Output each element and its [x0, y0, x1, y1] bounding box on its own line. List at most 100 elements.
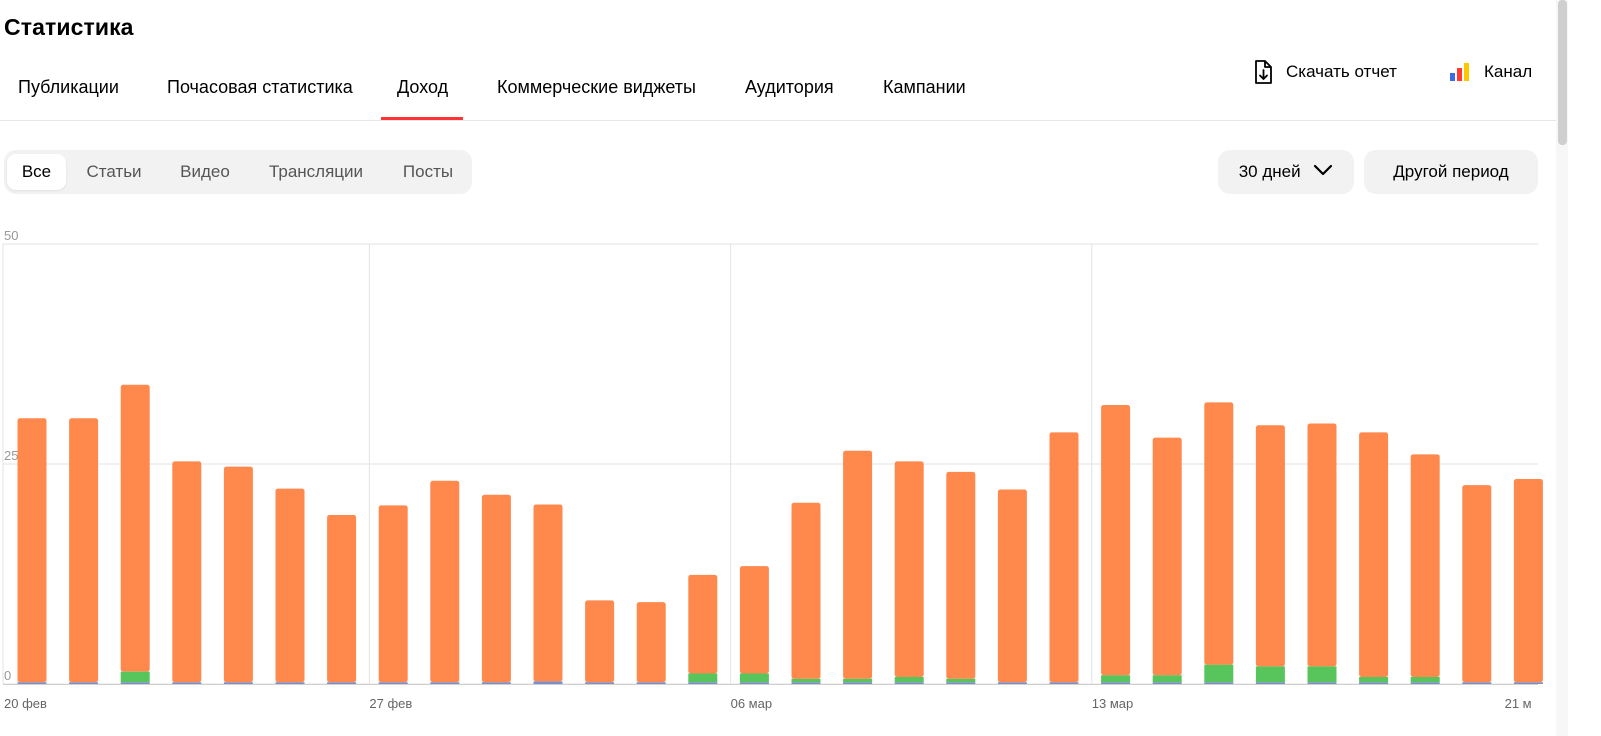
bar-segment — [946, 471, 976, 679]
bar-segment — [946, 682, 976, 684]
income-chart: 0 25 50 20 фев 27 фев 06 мар 13 мар 21 м — [2, 228, 1543, 711]
other-period-button[interactable]: Другой период — [1364, 150, 1538, 194]
bar-segment — [1101, 682, 1131, 684]
y-tick-label: 0 — [4, 668, 11, 683]
bar-segment — [997, 489, 1027, 683]
bar-segment — [1462, 485, 1492, 683]
tab-commercial-widgets[interactable]: Коммерческие виджеты — [497, 77, 696, 97]
stats-tabs: Публикации Почасовая статистика Доход Ко… — [0, 70, 1568, 120]
bar-segment — [1255, 682, 1285, 684]
filter-video[interactable]: Видео — [180, 162, 230, 181]
bar-segment — [378, 682, 408, 684]
channel-button[interactable]: Канал — [1448, 58, 1532, 86]
content-type-filter: Все Статьи Видео Трансляции Посты — [4, 150, 472, 194]
bar-segment — [17, 682, 47, 684]
bar-segment — [843, 682, 873, 684]
bar-segment — [430, 682, 460, 684]
tab-publications[interactable]: Публикации — [18, 77, 119, 97]
bar-segment — [1204, 682, 1234, 684]
filter-posts[interactable]: Посты — [402, 162, 454, 181]
x-tick-label: 06 мар — [731, 696, 772, 711]
bar-segment — [172, 682, 202, 684]
bar-segment — [120, 682, 150, 684]
bar-segment — [1410, 676, 1440, 683]
filter-all[interactable]: Все — [7, 154, 66, 190]
bar-segment — [69, 682, 99, 684]
x-tick-label: 21 м — [1505, 696, 1532, 711]
bar-segment — [1255, 666, 1285, 683]
channel-label: Канал — [1484, 62, 1533, 81]
bar-segment — [1204, 402, 1234, 665]
bar-segment — [894, 682, 924, 684]
bar-segment — [327, 515, 357, 683]
filter-broadcasts[interactable]: Трансляции — [268, 162, 364, 181]
chevron-down-icon — [1313, 149, 1333, 193]
bar-segment — [585, 600, 615, 683]
filter-articles[interactable]: Статьи — [86, 162, 142, 181]
tab-audience[interactable]: Аудитория — [745, 77, 834, 97]
bar-segment — [17, 418, 47, 683]
bar-segment — [1101, 675, 1131, 683]
scrollbar-track[interactable] — [1556, 0, 1568, 736]
download-report-button[interactable]: Скачать отчет — [1252, 58, 1397, 86]
bar-segment — [533, 681, 563, 684]
y-tick-label: 25 — [4, 448, 18, 463]
bar-segment — [1513, 478, 1543, 683]
bar-segment — [1513, 682, 1543, 684]
bar-segment — [688, 574, 718, 674]
bar-segment — [172, 461, 202, 683]
bar-segment — [636, 602, 666, 683]
bar-segment — [1049, 432, 1079, 683]
bar-segment — [688, 682, 718, 684]
y-tick-label: 50 — [4, 228, 18, 243]
x-tick-label: 27 фев — [369, 696, 412, 711]
tabs-divider — [0, 120, 1568, 121]
bar-segment — [1152, 437, 1182, 676]
bar-segment — [894, 461, 924, 677]
bar-segment — [1359, 682, 1389, 684]
bar-segment — [120, 384, 150, 672]
bar-segment — [430, 480, 460, 683]
tab-campaigns[interactable]: Кампании — [883, 77, 966, 97]
bar-segment — [275, 488, 305, 683]
tab-income[interactable]: Доход — [381, 74, 463, 120]
bar-segment — [1255, 425, 1285, 667]
bar-segment — [843, 678, 873, 683]
page-title: Статистика — [4, 14, 134, 40]
bar-segment — [1101, 405, 1131, 676]
bar-segment — [223, 682, 253, 684]
tab-hourly-stats[interactable]: Почасовая статистика — [167, 77, 353, 97]
bar-segment — [894, 676, 924, 683]
bar-segment — [481, 682, 511, 684]
bar-segment — [843, 450, 873, 679]
bar-segment — [688, 673, 718, 683]
period-select-value: 30 дней — [1238, 162, 1301, 181]
bar-segment — [791, 502, 821, 679]
bar-segment — [481, 494, 511, 683]
bar-segment — [1462, 682, 1492, 684]
download-report-label: Скачать отчет — [1286, 62, 1397, 81]
bar-segment — [739, 673, 769, 683]
bar-segment — [997, 682, 1027, 684]
x-tick-label: 13 мар — [1092, 696, 1133, 711]
download-file-icon — [1252, 59, 1274, 85]
bar-segment — [585, 682, 615, 684]
scrollbar-thumb[interactable] — [1558, 0, 1567, 145]
bar-segment — [1307, 423, 1337, 667]
bar-segment — [1152, 675, 1182, 683]
bar-segment — [791, 682, 821, 684]
bar-segment — [1152, 682, 1182, 684]
bar-segment — [378, 505, 408, 683]
bar-segment — [1359, 432, 1389, 677]
bar-segment — [1410, 682, 1440, 684]
x-tick-label: 20 фев — [4, 696, 47, 711]
bar-segment — [739, 682, 769, 684]
bar-segment — [791, 678, 821, 683]
bar-segment — [533, 504, 563, 682]
period-select[interactable]: 30 дней — [1218, 150, 1354, 194]
bar-segment — [1307, 666, 1337, 683]
bar-segment — [946, 678, 976, 683]
channel-chart-icon — [1448, 61, 1472, 83]
bar-segment — [1049, 682, 1079, 684]
bar-segment — [223, 466, 253, 683]
